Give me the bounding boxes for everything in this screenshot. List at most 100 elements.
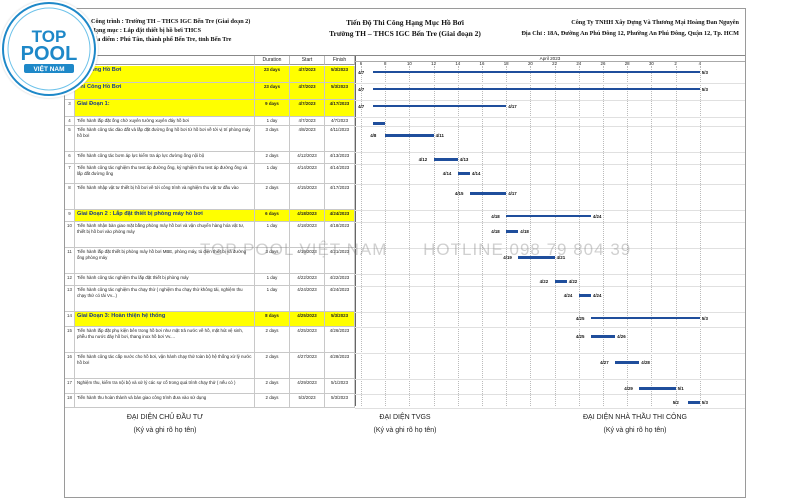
task-start: 4/14/2023 — [290, 164, 325, 183]
task-name: Tiến hành lắp đặt ống chờ xuyên tường xu… — [75, 117, 255, 125]
timeline-gridline — [530, 66, 532, 406]
task-name: Tiến hành công tác nghiệm thu chạy thử (… — [75, 286, 255, 311]
task-row: 6 Tiến hành công tác bơm áp lực kiểm tra … — [65, 152, 355, 164]
bar-end-label: 5/3 — [701, 87, 708, 92]
task-start: 4/15/2023 — [290, 184, 325, 209]
watermark-hotline: HOTLINE 098 79 804 39 — [423, 240, 632, 259]
task-finish: 4/11/2023 — [325, 126, 355, 151]
timeline-rowline — [355, 164, 745, 165]
signature-note: (Ký và ghi rõ họ tên) — [133, 427, 197, 434]
timeline-tick: 28 — [624, 61, 630, 66]
signature-title: ĐẠI DIỆN NHÀ THẦU THI CÔNG — [583, 414, 687, 421]
document-subtitle: Trường TH – THCS IGC Bến Tre (Giai đoạn … — [329, 29, 481, 38]
task-duration: 3 days — [255, 126, 290, 151]
timeline-gridline — [506, 66, 508, 406]
task-duration: 2 days — [255, 394, 290, 407]
timeline-tick: 8 — [383, 61, 387, 66]
task-id: 13 — [65, 286, 75, 311]
top-pool-logo: TOP POOL VIỆT NAM — [0, 0, 98, 98]
task-finish: 5/3/2023 — [325, 394, 355, 407]
task-id: 11 — [65, 248, 75, 273]
timeline-rowline — [355, 117, 745, 118]
task-id: 15 — [65, 327, 75, 352]
summary-bar — [373, 88, 700, 90]
task-bar — [518, 256, 555, 259]
timeline-tick: 24 — [576, 61, 582, 66]
timeline-rowline — [355, 126, 745, 127]
timeline-gridline — [603, 66, 604, 406]
task-row: 8 Tiến hành nhập vật tư thiết bị hồ bơi v… — [65, 184, 355, 210]
task-bar — [469, 192, 507, 195]
task-duration: 6 days — [255, 210, 290, 221]
company-address: Địa Chỉ : 18A, Đường An Phú Đông 12, Phư… — [521, 30, 739, 37]
signature-title: ĐẠI DIỆN CHỦ ĐẦU TƯ — [126, 414, 204, 421]
task-start: 4/22/2023 — [290, 274, 325, 285]
task-name: Tiến hành công tác bơm áp lực kiểm tra á… — [75, 152, 255, 163]
timeline-rowline — [355, 327, 745, 328]
task-row: 3 Giai Đoạn 1: 9 days 4/7/2023 4/17/2023 — [65, 100, 355, 117]
signature-contractor: ĐẠI DIỆN NHÀ THẦU THI CÔNG (Ký và ghi rõ… — [535, 414, 735, 434]
task-start: 4/12/2023 — [290, 152, 325, 163]
task-bar — [385, 134, 434, 137]
task-row: 4 Tiến hành lắp đặt ống chờ xuyên tường x… — [65, 117, 355, 126]
bar-start-label: 4/8 — [370, 133, 377, 138]
timeline-rowline — [355, 248, 745, 249]
logo-text-pool: POOL — [21, 43, 78, 65]
task-duration: 1 day — [255, 117, 290, 125]
timeline-rowline — [355, 222, 745, 223]
timeline-tick: 26 — [600, 61, 606, 66]
project-line: Công trình : Trường TH – THCS IGC Bến Tr… — [91, 18, 251, 25]
task-name: Thi Công Hồ Bơi — [75, 83, 255, 99]
task-row: 10 Tiến hành nhận bàn giao mặt bằng phòng… — [65, 222, 355, 248]
task-duration: 23 days — [255, 83, 290, 99]
task-bar — [433, 158, 458, 161]
task-name: Tiến hành thu hoàn thành và bàn giao côn… — [75, 394, 255, 407]
timeline-tick: 18 — [503, 61, 509, 66]
task-start: 4/25/2023 — [290, 327, 325, 352]
task-duration: 2 days — [255, 327, 290, 352]
bar-end-label: 4/17 — [508, 104, 517, 109]
timeline-rowline — [355, 184, 745, 185]
task-row: 5 Tiến hành công tác đào đất và lắp đặt đ… — [65, 126, 355, 152]
bar-end-label: 5/3 — [701, 400, 708, 405]
signature-note: (Ký và ghi rõ họ tên) — [373, 427, 437, 434]
task-start: 4/24/2023 — [290, 286, 325, 311]
task-name: Tiến hành nhập vật tư thiết bị hồ bơi về… — [75, 184, 255, 209]
task-id: 4 — [65, 117, 75, 125]
logo-text-vietnam: VIỆT NAM — [33, 64, 64, 73]
task-row: 15 Tiến hành lắp đặt phụ kiện bên trong h… — [65, 327, 355, 353]
bar-end-label: 4/24 — [592, 214, 602, 219]
bar-start-label: 4/7 — [358, 104, 365, 109]
summary-bar — [373, 71, 700, 73]
task-bar — [457, 172, 470, 175]
bar-start-label: 4/14 — [442, 171, 452, 176]
task-start: 4/7/2023 — [290, 117, 325, 125]
task-finish: 4/13/2023 — [325, 152, 355, 163]
task-name: Tiến hành công tác nghiệm thu test áp đư… — [75, 164, 255, 183]
bar-start-label: 4/25 — [575, 316, 585, 321]
watermark: TOP POOL VIỆT NAM HOTLINE 098 79 804 39 — [200, 240, 661, 260]
timeline-gridline — [433, 66, 435, 406]
timeline-month: April 2023 — [355, 56, 745, 62]
signature-title: ĐẠI DIỆN TVGS — [379, 414, 431, 421]
document-title-block: Tiến Độ Thi Công Hạng Mục Hồ Bơi Trường … — [295, 17, 515, 39]
task-bar — [615, 361, 640, 364]
timeline-rowline — [355, 100, 745, 101]
bar-start-label: 4/29 — [624, 385, 633, 391]
timeline-tick: 22 — [552, 61, 558, 66]
task-id: 7 — [65, 164, 75, 183]
company-name: Công Ty TNHH Xây Dựng Và Thương Mại Hoàn… — [571, 19, 739, 26]
signature-note: (Ký và ghi rõ họ tên) — [603, 427, 667, 434]
task-id: 10 — [65, 222, 75, 247]
signature-supervisor: ĐẠI DIỆN TVGS (Ký và ghi rõ họ tên) — [305, 414, 505, 434]
timeline-tick: 6 — [359, 61, 363, 66]
task-duration: 2 days — [255, 379, 290, 393]
bar-end-label: 4/22 — [568, 279, 578, 284]
timeline-tick: 12 — [431, 61, 437, 66]
task-finish: 4/24/2023 — [325, 286, 355, 311]
task-name: Tiến hành lắp đặt thiết bị phòng máy hồ … — [75, 248, 255, 273]
project-info: Công trình : Trường TH – THCS IGC Bến Tr… — [91, 17, 250, 44]
bar-start-label: 4/27 — [600, 360, 609, 365]
bar-end-label: 4/14 — [471, 171, 481, 176]
